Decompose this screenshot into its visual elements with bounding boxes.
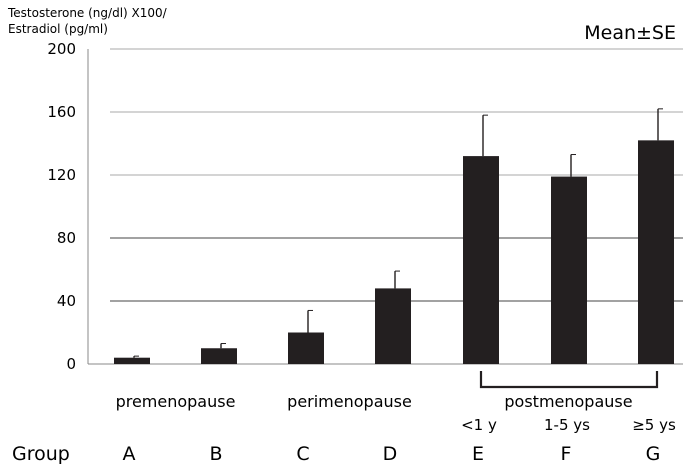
bar-B: [201, 348, 237, 364]
bars: [114, 108, 674, 364]
y-tick-label: 120: [47, 166, 76, 184]
category-labels: A B C D E F G: [123, 443, 661, 465]
category-label: E: [472, 443, 484, 465]
phase-label: perimenopause: [287, 392, 412, 411]
bar-A: [114, 357, 150, 364]
sub-label: <1 y: [461, 416, 497, 434]
category-label: B: [209, 443, 222, 465]
category-label: F: [561, 443, 572, 465]
y-axis-label-line1: Testosterone (ng/dl) X100/: [7, 6, 168, 20]
y-tick-label: 40: [57, 292, 76, 310]
bar-E: [463, 156, 499, 364]
phase-label: premenopause: [116, 392, 236, 411]
category-label: C: [296, 443, 309, 465]
bar-D: [375, 288, 411, 364]
y-tick-label: 80: [57, 229, 76, 247]
y-tick-label: 200: [47, 40, 76, 58]
bar-F: [551, 176, 587, 364]
phase-label: postmenopause: [504, 392, 632, 411]
category-label: G: [646, 443, 661, 465]
y-tick-label: 0: [66, 355, 76, 373]
phase-labels: premenopause perimenopause postmenopause: [116, 371, 659, 411]
sub-label: ≥5 ys: [632, 416, 676, 434]
sub-label: 1-5 ys: [544, 416, 590, 434]
mean-se-annotation: Mean±SE: [584, 22, 676, 44]
bar-C: [288, 332, 324, 364]
group-label: Group: [12, 443, 70, 465]
y-ticks: 0 40 80 120 160 200: [47, 40, 76, 373]
bar-G: [638, 140, 674, 364]
category-label: D: [383, 443, 398, 465]
y-axis-label-line2: Estradiol (pg/ml): [8, 22, 108, 36]
y-tick-label: 160: [47, 103, 76, 121]
category-label: A: [123, 443, 136, 465]
postmenopause-bracket: [479, 371, 659, 389]
sub-labels: <1 y 1-5 ys ≥5 ys: [461, 416, 676, 434]
